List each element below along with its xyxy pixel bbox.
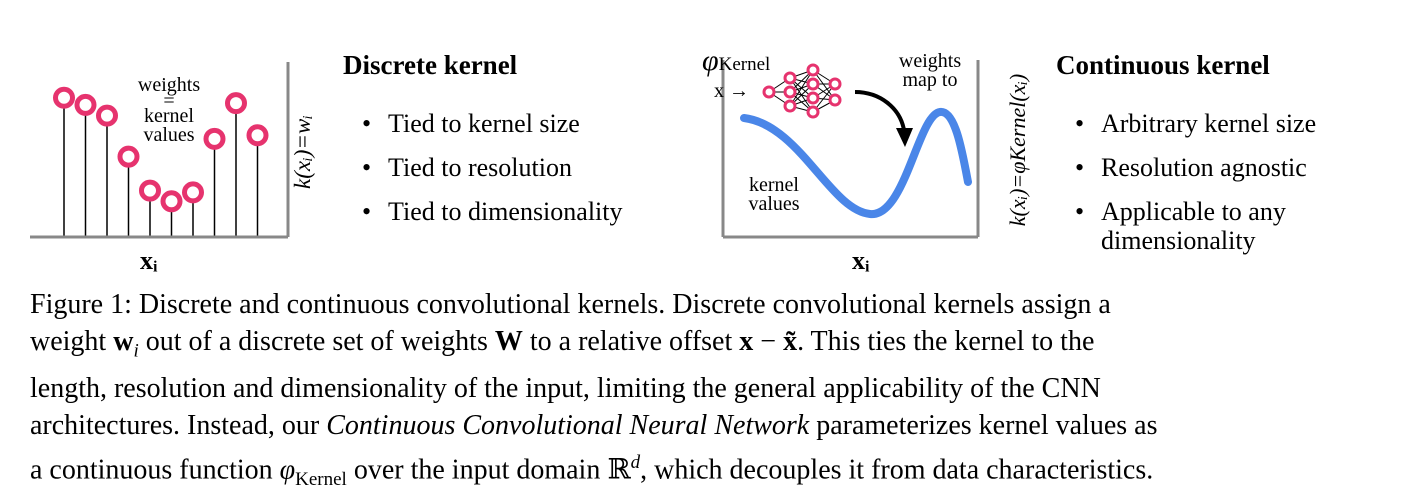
caption-dim-superscript: d bbox=[630, 451, 641, 473]
continuous-bullet: Arbitrary kernel size bbox=[1075, 102, 1316, 146]
caption-x-vector: x bbox=[739, 326, 754, 357]
discrete-bullets: Tied to kernel size Tied to resolution T… bbox=[362, 102, 623, 234]
discrete-x-label: xᵢ bbox=[140, 246, 158, 275]
continuous-values-label: kernel values bbox=[738, 174, 810, 215]
caption-text: weight bbox=[30, 326, 114, 357]
continuous-bullet: Applicable to any bbox=[1075, 190, 1316, 234]
map-arrow-icon bbox=[854, 90, 906, 131]
stem-marker bbox=[96, 104, 118, 127]
map-arrowhead-icon bbox=[896, 128, 913, 147]
continuous-kernel-curve bbox=[740, 108, 972, 218]
discrete-bullet: Tied to dimensionality bbox=[362, 190, 623, 234]
discrete-bullet: Tied to kernel size bbox=[362, 102, 623, 146]
network-node bbox=[783, 99, 797, 113]
caption-line-4: architectures. Instead, our Continuous C… bbox=[30, 407, 1375, 444]
stem-marker bbox=[160, 190, 183, 213]
network-node bbox=[806, 77, 820, 91]
stem-marker bbox=[139, 179, 161, 202]
figure-caption: Figure 1: Discrete and continuous convol… bbox=[30, 286, 1375, 498]
kernel-text-2: kernel bbox=[749, 174, 799, 196]
continuous-bullets: Arbitrary kernel size Resolution agnosti… bbox=[1075, 102, 1316, 234]
weights-map-label: weights map to bbox=[890, 50, 970, 91]
network-node bbox=[806, 105, 820, 119]
stem-marker bbox=[246, 124, 269, 147]
values-text-2: values bbox=[748, 193, 800, 215]
caption-phi: φ bbox=[279, 453, 296, 485]
stem-marker bbox=[53, 86, 75, 109]
network-node bbox=[828, 93, 842, 107]
discrete-stems bbox=[53, 86, 269, 237]
caption-text: out of a discrete set of weights bbox=[138, 326, 495, 357]
caption-text: , which decouples it from data character… bbox=[640, 453, 1154, 485]
discrete-y-label: k(xᵢ)=wᵢ bbox=[290, 115, 315, 189]
caption-line-5: a continuous function φKernel over the i… bbox=[30, 444, 1375, 498]
equals-text: = bbox=[163, 90, 175, 112]
continuous-y-label: k(xᵢ)=φKernel(xᵢ) bbox=[1005, 73, 1030, 227]
network-node bbox=[806, 91, 820, 105]
caption-text: to a relative offset bbox=[522, 326, 740, 357]
caption-text: a continuous function bbox=[30, 453, 280, 485]
caption-phi-subscript: Kernel bbox=[295, 468, 347, 490]
phi-kernel-label: φKernel bbox=[702, 44, 770, 78]
network-edge bbox=[789, 69, 814, 107]
caption-text: − bbox=[753, 326, 784, 357]
network-node bbox=[762, 85, 776, 99]
discrete-weights-label: weights = kernel values bbox=[124, 74, 214, 146]
caption-text: . This ties the kernel to the bbox=[797, 326, 1095, 357]
caption-line-3: length, resolution and dimensionality of… bbox=[30, 372, 1101, 404]
caption-reals: ℝ bbox=[607, 453, 631, 485]
continuous-bullet: Resolution agnostic bbox=[1075, 146, 1316, 190]
stem-marker bbox=[203, 127, 226, 150]
weights-map-line1: weights bbox=[898, 50, 962, 72]
continuous-x-label: xᵢ bbox=[852, 246, 870, 275]
network-node bbox=[806, 63, 820, 77]
continuous-bullet-continuation: dimensionality bbox=[1101, 226, 1256, 255]
stem-marker bbox=[225, 92, 247, 115]
weights-text: weights bbox=[137, 74, 201, 96]
stem-marker bbox=[117, 145, 140, 168]
kernel-text: kernel bbox=[144, 105, 194, 127]
weights-map-line2: map to bbox=[902, 69, 958, 91]
network-node bbox=[783, 85, 797, 99]
network-node bbox=[828, 77, 842, 91]
phi-subscript: Kernel bbox=[718, 54, 771, 75]
discrete-title: Discrete kernel bbox=[343, 50, 518, 80]
caption-x-tilde: x̃ bbox=[783, 326, 798, 357]
neural-network-icon bbox=[762, 63, 842, 119]
discrete-bullet: Tied to resolution bbox=[362, 146, 623, 190]
caption-line-1: Figure 1: Discrete and continuous convol… bbox=[30, 289, 1111, 320]
caption-text: architectures. Instead, our bbox=[30, 409, 327, 441]
caption-text: parameterizes kernel values as bbox=[809, 409, 1158, 441]
stem-marker bbox=[182, 181, 204, 204]
caption-w-vector: w bbox=[113, 326, 134, 357]
caption-ccnn-name: Continuous Convolutional Neural Network bbox=[326, 409, 810, 441]
caption-line-2: weight wi out of a discrete set of weigh… bbox=[30, 323, 1375, 370]
caption-text: over the input domain bbox=[346, 453, 608, 485]
stem-marker bbox=[74, 93, 97, 116]
continuous-title: Continuous kernel bbox=[1056, 50, 1270, 80]
caption-w-subscript: i bbox=[133, 340, 139, 362]
network-input-label: x → bbox=[714, 80, 749, 102]
network-node bbox=[783, 71, 797, 85]
phi-symbol: φ bbox=[702, 44, 719, 77]
caption-W-set: W bbox=[494, 326, 523, 357]
values-text: values bbox=[143, 124, 195, 146]
